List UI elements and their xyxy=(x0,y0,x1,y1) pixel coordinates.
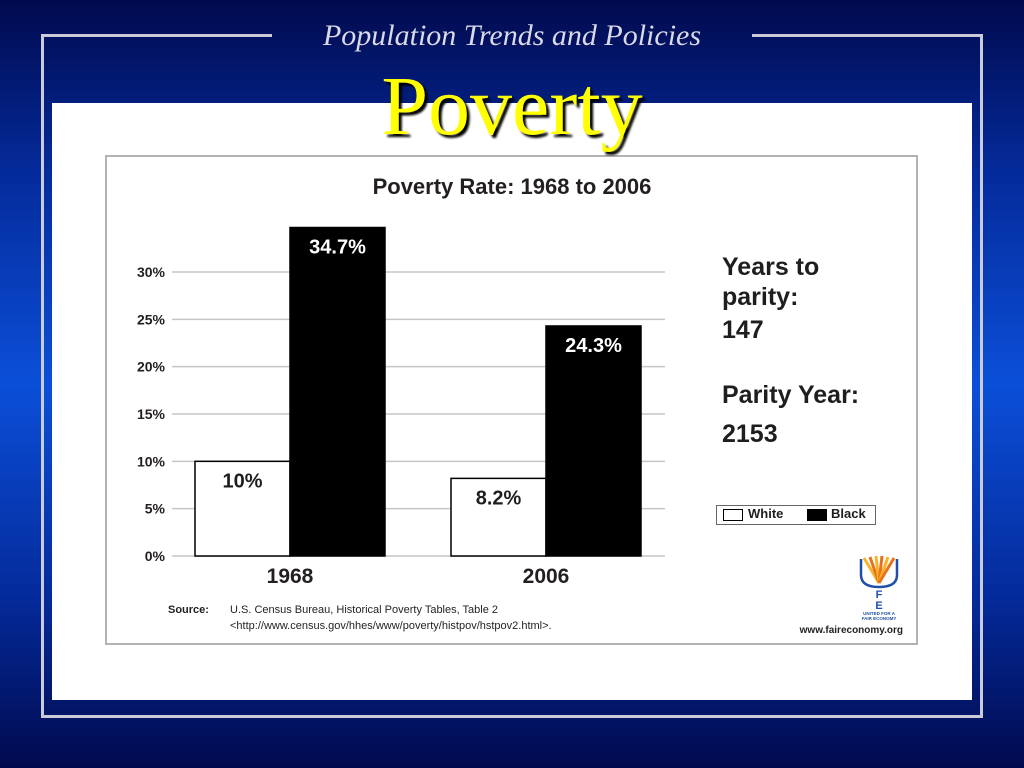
slide-title: Poverty xyxy=(381,60,643,153)
y-tick-label: 25% xyxy=(137,311,166,327)
years-to-parity-label: Years to parity: xyxy=(722,253,820,311)
x-axis-category-labels: 1968 2006 xyxy=(267,565,570,588)
bar-white-2006 xyxy=(450,477,547,557)
frame-border-top-right xyxy=(752,34,983,37)
x-tick-label: 2006 xyxy=(523,565,570,588)
logo-letter-f: F xyxy=(876,589,883,601)
y-tick-label: 10% xyxy=(137,453,166,469)
logo-tagline-2: FAIR ECONOMY xyxy=(862,616,897,621)
logo-rays-icon xyxy=(862,555,896,584)
frame-border-right xyxy=(980,34,983,718)
data-label: 10% xyxy=(222,470,262,492)
y-tick-label: 5% xyxy=(145,501,166,517)
y-tick-label: 0% xyxy=(145,548,166,564)
bar-black-1968 xyxy=(289,226,386,557)
legend-swatch-black xyxy=(807,509,827,521)
source-line-2: <http://www.census.gov/hhes/www/poverty/… xyxy=(230,620,552,632)
y-tick-label: 30% xyxy=(137,264,166,280)
years-to-parity-value: 147 xyxy=(722,316,764,344)
bar-black-2006 xyxy=(545,325,642,557)
legend-label-white: White xyxy=(748,506,784,521)
chart-plot: Poverty Rate: 1968 to 2006 0% 5% 10% 15% 20%… xyxy=(137,174,903,636)
legend-swatch-white xyxy=(723,509,743,521)
source-line-1: U.S. Census Bureau, Historical Poverty T… xyxy=(230,604,498,616)
logo-letter-e: E xyxy=(875,600,882,612)
source-label: Source: xyxy=(168,604,209,616)
parity-year-value: 2153 xyxy=(722,420,778,448)
logo-u-icon xyxy=(859,559,899,589)
logo-tagline-1: UNITED FOR A xyxy=(863,611,896,616)
frame-border-bottom xyxy=(41,715,983,718)
frame-border-left xyxy=(41,34,44,718)
ufe-logo: F E UNITED FOR A FAIR ECONOMY xyxy=(859,555,899,621)
slide-header: Population Trends and Policies xyxy=(322,19,702,52)
bar-white-1968 xyxy=(194,460,291,557)
parity-year-label: Parity Year: xyxy=(722,381,860,409)
data-label: 8.2% xyxy=(476,487,522,509)
bars xyxy=(194,226,642,557)
data-labels: 10% 34.7% 8.2% 24.3% xyxy=(222,237,622,510)
data-label: 34.7% xyxy=(309,237,366,259)
x-tick-label: 1968 xyxy=(267,565,314,588)
website-url: www.faireconomy.org xyxy=(799,625,903,636)
chart-image: Poverty Rate: 1968 to 2006 0% 5% 10% 15% 20%… xyxy=(105,155,918,645)
legend-label-black: Black xyxy=(831,506,866,521)
chart-title: Poverty Rate: 1968 to 2006 xyxy=(373,174,652,199)
frame-border-top-left xyxy=(42,34,272,37)
y-tick-label: 15% xyxy=(137,406,166,422)
chart-legend: White Black xyxy=(716,505,876,525)
y-tick-label: 20% xyxy=(137,359,166,375)
y-axis-tick-labels: 0% 5% 10% 15% 20% 25% 30% xyxy=(137,264,166,564)
data-label: 24.3% xyxy=(565,335,622,357)
